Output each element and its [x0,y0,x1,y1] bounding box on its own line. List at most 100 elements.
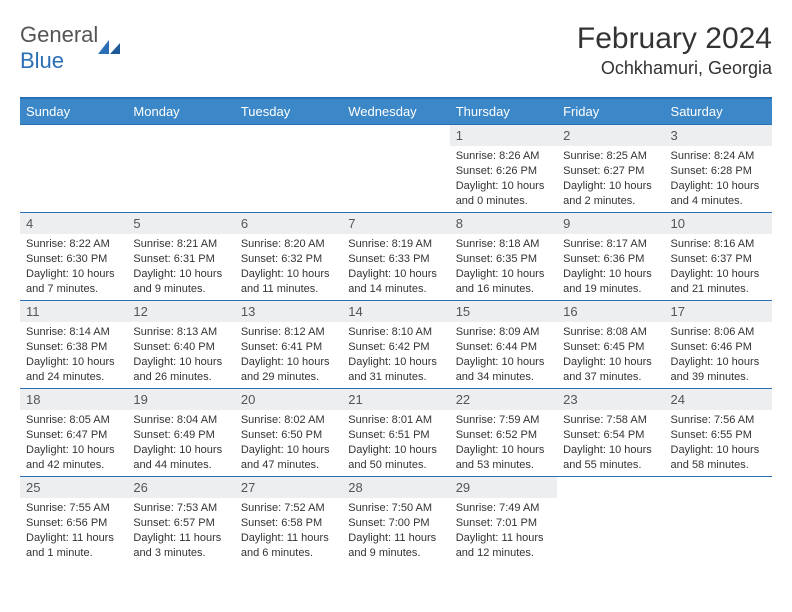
day-number [557,477,664,498]
day-number [235,125,342,146]
logo-word-2: Blue [20,48,64,73]
day-details: Sunrise: 7:49 AMSunset: 7:01 PMDaylight:… [450,498,557,563]
month-title: February 2024 [577,22,772,56]
calendar-day-cell: 15Sunrise: 8:09 AMSunset: 6:44 PMDayligh… [450,301,557,389]
day-number: 6 [235,213,342,234]
day-details: Sunrise: 7:56 AMSunset: 6:55 PMDaylight:… [665,410,772,475]
weekday-header: Sunday [20,99,127,125]
day-details: Sunrise: 8:08 AMSunset: 6:45 PMDaylight:… [557,322,664,387]
calendar-day-cell: 1Sunrise: 8:26 AMSunset: 6:26 PMDaylight… [450,125,557,213]
calendar-day-cell: 11Sunrise: 8:14 AMSunset: 6:38 PMDayligh… [20,301,127,389]
calendar-day-cell: 5Sunrise: 8:21 AMSunset: 6:31 PMDaylight… [127,213,234,301]
day-number: 24 [665,389,772,410]
calendar-day-cell: 7Sunrise: 8:19 AMSunset: 6:33 PMDaylight… [342,213,449,301]
calendar-day-cell: 25Sunrise: 7:55 AMSunset: 6:56 PMDayligh… [20,477,127,565]
calendar-week-row: 11Sunrise: 8:14 AMSunset: 6:38 PMDayligh… [20,301,772,389]
calendar-day-cell: 12Sunrise: 8:13 AMSunset: 6:40 PMDayligh… [127,301,234,389]
location: Ochkhamuri, Georgia [577,58,772,79]
weekday-header: Friday [557,99,664,125]
calendar-day-cell [127,125,234,213]
day-number: 29 [450,477,557,498]
day-details: Sunrise: 8:20 AMSunset: 6:32 PMDaylight:… [235,234,342,299]
day-number: 12 [127,301,234,322]
logo-text: General Blue [20,22,98,74]
day-details: Sunrise: 8:17 AMSunset: 6:36 PMDaylight:… [557,234,664,299]
day-number: 22 [450,389,557,410]
calendar-week-row: 25Sunrise: 7:55 AMSunset: 6:56 PMDayligh… [20,477,772,565]
calendar-day-cell: 23Sunrise: 7:58 AMSunset: 6:54 PMDayligh… [557,389,664,477]
day-details: Sunrise: 8:14 AMSunset: 6:38 PMDaylight:… [20,322,127,387]
day-details: Sunrise: 8:25 AMSunset: 6:27 PMDaylight:… [557,146,664,211]
day-number: 11 [20,301,127,322]
day-number: 21 [342,389,449,410]
calendar-day-cell: 10Sunrise: 8:16 AMSunset: 6:37 PMDayligh… [665,213,772,301]
calendar-day-cell [665,477,772,565]
day-details: Sunrise: 8:02 AMSunset: 6:50 PMDaylight:… [235,410,342,475]
day-details: Sunrise: 8:13 AMSunset: 6:40 PMDaylight:… [127,322,234,387]
day-details: Sunrise: 8:01 AMSunset: 6:51 PMDaylight:… [342,410,449,475]
day-number [127,125,234,146]
calendar-day-cell: 29Sunrise: 7:49 AMSunset: 7:01 PMDayligh… [450,477,557,565]
calendar-day-cell: 8Sunrise: 8:18 AMSunset: 6:35 PMDaylight… [450,213,557,301]
day-details: Sunrise: 8:19 AMSunset: 6:33 PMDaylight:… [342,234,449,299]
day-number: 1 [450,125,557,146]
day-details: Sunrise: 8:22 AMSunset: 6:30 PMDaylight:… [20,234,127,299]
day-details: Sunrise: 8:18 AMSunset: 6:35 PMDaylight:… [450,234,557,299]
calendar-day-cell [557,477,664,565]
day-number: 2 [557,125,664,146]
calendar-day-cell: 3Sunrise: 8:24 AMSunset: 6:28 PMDaylight… [665,125,772,213]
calendar-day-cell: 6Sunrise: 8:20 AMSunset: 6:32 PMDaylight… [235,213,342,301]
calendar-day-cell: 19Sunrise: 8:04 AMSunset: 6:49 PMDayligh… [127,389,234,477]
weekday-header: Monday [127,99,234,125]
day-details: Sunrise: 8:05 AMSunset: 6:47 PMDaylight:… [20,410,127,475]
day-details: Sunrise: 8:06 AMSunset: 6:46 PMDaylight:… [665,322,772,387]
logo: General Blue [20,22,120,74]
day-number: 27 [235,477,342,498]
calendar-day-cell: 4Sunrise: 8:22 AMSunset: 6:30 PMDaylight… [20,213,127,301]
day-number: 16 [557,301,664,322]
calendar-day-cell [235,125,342,213]
day-number: 14 [342,301,449,322]
logo-word-1: General [20,22,98,47]
day-details: Sunrise: 7:52 AMSunset: 6:58 PMDaylight:… [235,498,342,563]
day-details: Sunrise: 8:04 AMSunset: 6:49 PMDaylight:… [127,410,234,475]
calendar-day-cell: 17Sunrise: 8:06 AMSunset: 6:46 PMDayligh… [665,301,772,389]
day-number: 25 [20,477,127,498]
day-details: Sunrise: 8:16 AMSunset: 6:37 PMDaylight:… [665,234,772,299]
day-details: Sunrise: 8:12 AMSunset: 6:41 PMDaylight:… [235,322,342,387]
day-details: Sunrise: 7:53 AMSunset: 6:57 PMDaylight:… [127,498,234,563]
day-number: 7 [342,213,449,234]
calendar-day-cell: 21Sunrise: 8:01 AMSunset: 6:51 PMDayligh… [342,389,449,477]
calendar-day-cell: 16Sunrise: 8:08 AMSunset: 6:45 PMDayligh… [557,301,664,389]
day-number: 23 [557,389,664,410]
calendar-table: SundayMondayTuesdayWednesdayThursdayFrid… [20,99,772,565]
calendar-day-cell: 18Sunrise: 8:05 AMSunset: 6:47 PMDayligh… [20,389,127,477]
day-number: 9 [557,213,664,234]
day-details: Sunrise: 7:58 AMSunset: 6:54 PMDaylight:… [557,410,664,475]
weekday-header: Wednesday [342,99,449,125]
calendar-week-row: 4Sunrise: 8:22 AMSunset: 6:30 PMDaylight… [20,213,772,301]
calendar-day-cell: 2Sunrise: 8:25 AMSunset: 6:27 PMDaylight… [557,125,664,213]
day-number [20,125,127,146]
day-number: 4 [20,213,127,234]
day-number: 3 [665,125,772,146]
calendar-week-row: 18Sunrise: 8:05 AMSunset: 6:47 PMDayligh… [20,389,772,477]
calendar-day-cell [342,125,449,213]
calendar-day-cell: 22Sunrise: 7:59 AMSunset: 6:52 PMDayligh… [450,389,557,477]
calendar-day-cell: 24Sunrise: 7:56 AMSunset: 6:55 PMDayligh… [665,389,772,477]
day-details: Sunrise: 8:24 AMSunset: 6:28 PMDaylight:… [665,146,772,211]
day-number: 15 [450,301,557,322]
calendar-day-cell [20,125,127,213]
calendar-body: 1Sunrise: 8:26 AMSunset: 6:26 PMDaylight… [20,125,772,565]
day-number: 19 [127,389,234,410]
logo-sail-icon [98,40,120,54]
weekday-header: Thursday [450,99,557,125]
day-number: 26 [127,477,234,498]
calendar-day-cell: 14Sunrise: 8:10 AMSunset: 6:42 PMDayligh… [342,301,449,389]
day-number: 13 [235,301,342,322]
day-details: Sunrise: 8:26 AMSunset: 6:26 PMDaylight:… [450,146,557,211]
day-details: Sunrise: 7:50 AMSunset: 7:00 PMDaylight:… [342,498,449,563]
calendar-day-cell: 13Sunrise: 8:12 AMSunset: 6:41 PMDayligh… [235,301,342,389]
calendar-header-row: SundayMondayTuesdayWednesdayThursdayFrid… [20,99,772,125]
header: General Blue February 2024 Ochkhamuri, G… [20,22,772,79]
